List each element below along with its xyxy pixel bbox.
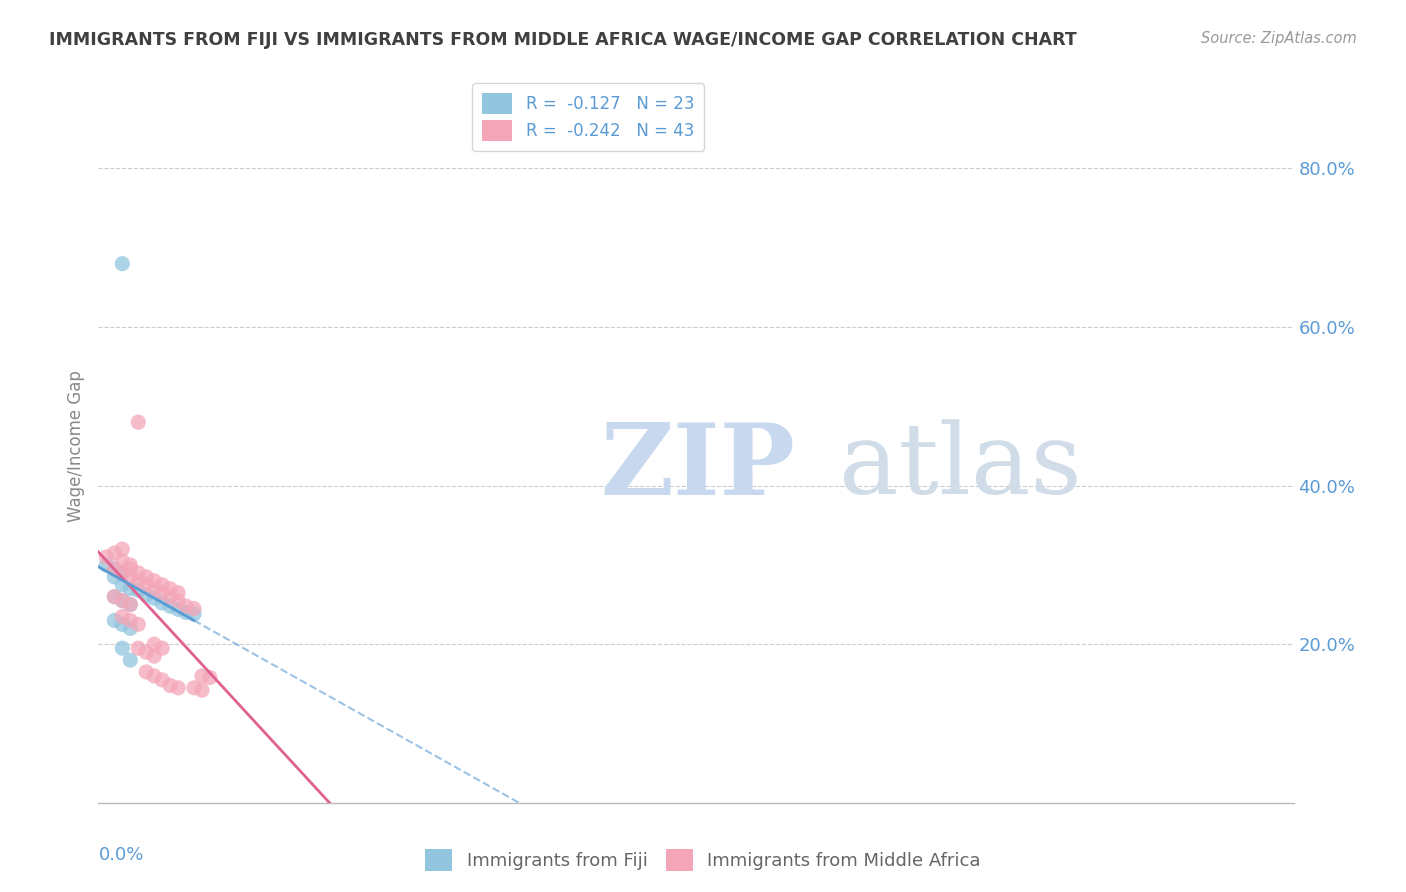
Point [120,598,142,612]
Point [143,591,166,606]
Y-axis label: Wage/Income Gap: Wage/Income Gap [66,370,84,522]
Point [120,598,142,612]
Point [120,614,142,628]
Point [183,607,205,621]
Point [143,649,166,664]
Point [198,671,221,685]
Point [159,590,181,604]
Point [143,669,166,683]
Text: 0.0%: 0.0% [98,846,143,863]
Point [103,614,125,628]
Point [174,606,197,620]
Point [96,558,118,572]
Point [150,585,173,599]
Legend: Immigrants from Fiji, Immigrants from Middle Africa: Immigrants from Fiji, Immigrants from Mi… [418,842,988,879]
Point [150,578,173,592]
Point [143,582,166,596]
Point [111,641,134,656]
Point [120,562,142,576]
Point [120,582,142,596]
Point [111,609,134,624]
Point [127,566,149,580]
Point [135,665,157,679]
Point [103,590,125,604]
Point [111,566,134,580]
Point [159,582,181,596]
Point [103,546,125,560]
Point [96,549,118,564]
Point [127,574,149,588]
Point [167,681,190,695]
Point [159,678,181,692]
Point [111,542,134,557]
Text: ZIP: ZIP [600,419,796,516]
Point [111,593,134,607]
Point [150,596,173,610]
Point [135,588,157,602]
Point [103,590,125,604]
Point [127,583,149,598]
Point [143,637,166,651]
Point [120,653,142,667]
Point [103,562,125,576]
Point [127,641,149,656]
Point [159,599,181,614]
Point [167,593,190,607]
Point [191,683,214,698]
Point [111,257,134,271]
Point [135,578,157,592]
Point [111,554,134,568]
Point [167,602,190,616]
Text: IMMIGRANTS FROM FIJI VS IMMIGRANTS FROM MIDDLE AFRICA WAGE/INCOME GAP CORRELATIO: IMMIGRANTS FROM FIJI VS IMMIGRANTS FROM … [49,31,1077,49]
Point [135,645,157,659]
Point [111,617,134,632]
Point [103,562,125,576]
Point [120,621,142,635]
Point [127,617,149,632]
Point [111,566,134,580]
Point [183,601,205,615]
Legend: R =  -0.127   N = 23, R =  -0.242   N = 43: R = -0.127 N = 23, R = -0.242 N = 43 [472,83,704,151]
Point [143,574,166,588]
Text: Source: ZipAtlas.com: Source: ZipAtlas.com [1201,31,1357,46]
Point [183,681,205,695]
Text: atlas: atlas [839,419,1083,516]
Point [120,558,142,572]
Point [135,570,157,584]
Point [150,673,173,687]
Point [174,599,197,614]
Point [127,415,149,429]
Point [120,570,142,584]
Point [103,570,125,584]
Point [150,641,173,656]
Point [191,669,214,683]
Point [111,593,134,607]
Point [111,578,134,592]
Point [167,585,190,599]
